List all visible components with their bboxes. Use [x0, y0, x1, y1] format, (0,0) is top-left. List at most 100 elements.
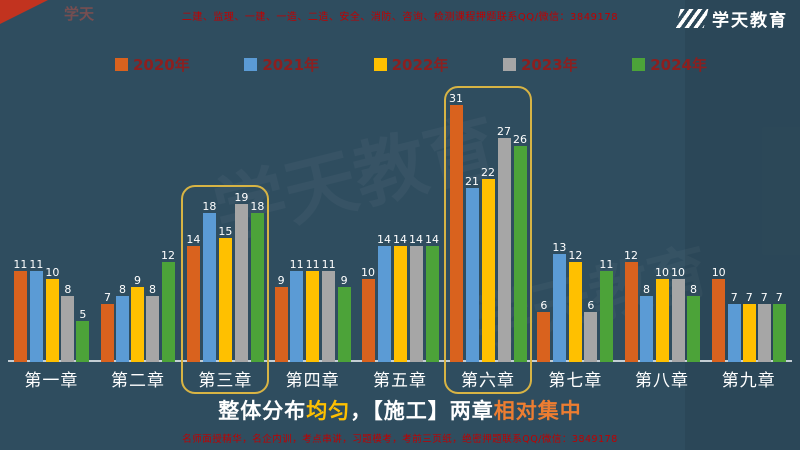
bar [61, 295, 75, 362]
legend-item: 2022年 [373, 54, 449, 75]
legend-swatch [115, 58, 128, 71]
bar [290, 270, 304, 362]
category-label: 第三章 [198, 370, 253, 391]
category-label: 第二章 [111, 370, 165, 391]
category-label: 第八章 [635, 370, 690, 391]
group-box: 12 8 10 10 8 第八章 [619, 243, 705, 394]
bar-wrap: 31 [449, 92, 463, 362]
bar-value-label: 14 [377, 232, 392, 246]
bar [337, 287, 351, 362]
category-label: 第七章 [548, 370, 603, 391]
bar-value-label: 7 [104, 290, 111, 304]
bar [393, 245, 407, 362]
bar-cluster: 9 11 11 11 9 [274, 257, 351, 362]
legend-label: 2020年 [133, 56, 190, 74]
group-box: 11 11 10 8 5 第一章 [8, 252, 94, 394]
bar-value-label: 11 [289, 257, 304, 271]
bar [671, 279, 685, 362]
brand-logo: 学天教育 [675, 6, 788, 31]
chart-groups: 11 11 10 8 5 第一章 7 8 9 8 12 第二章 14 18 15 19 18 第三章 9 11 11 11… [8, 80, 792, 394]
bar-value-label: 8 [64, 282, 72, 296]
bar [584, 312, 598, 362]
bar-value-label: 11 [599, 257, 614, 271]
bar-cluster: 6 13 12 6 11 [537, 241, 613, 362]
bar-value-label: 5 [79, 307, 87, 321]
bar-cluster: 12 8 10 10 8 [624, 249, 701, 362]
bar-cluster: 10 7 7 7 7 [712, 266, 786, 362]
bar-value-label: 21 [465, 174, 480, 188]
bar-wrap: 10 [671, 266, 685, 362]
bar [465, 187, 479, 362]
bar-value-label: 18 [250, 199, 265, 213]
bar [599, 270, 613, 362]
legend-item: 2020年 [115, 54, 190, 75]
bar-wrap: 21 [465, 175, 479, 362]
caption-segment: 整体分布 [218, 399, 307, 423]
bar [234, 204, 248, 362]
bar-wrap: 14 [409, 233, 423, 362]
bar-value-label: 11 [305, 257, 320, 271]
legend-swatch [244, 58, 258, 71]
bar-wrap: 12 [568, 249, 582, 362]
highlight-box: 14 18 15 19 18 第三章 [181, 185, 270, 394]
bar-value-label: 7 [730, 290, 738, 304]
bar [568, 262, 582, 362]
group-box: 7 8 9 8 12 第二章 [96, 243, 180, 394]
bar-wrap: 5 [76, 307, 90, 362]
group-box: 6 13 12 6 11 第七章 [532, 235, 618, 394]
bar-cluster: 10 14 14 14 14 [361, 233, 439, 362]
bar-wrap: 7 [757, 291, 771, 362]
bar-wrap: 11 [306, 258, 320, 362]
bar-wrap: 7 [742, 291, 756, 362]
bar-value-label: 6 [540, 299, 548, 313]
bar [727, 303, 741, 362]
category-label: 第六章 [461, 370, 516, 391]
category-label: 第九章 [721, 370, 776, 391]
legend-swatch [373, 58, 387, 71]
bar [322, 270, 336, 362]
bar [45, 279, 59, 362]
bar-wrap: 19 [234, 191, 248, 362]
legend-label: 2022年 [391, 56, 449, 74]
bar-wrap: 12 [161, 249, 175, 362]
bar-value-label: 12 [624, 249, 639, 263]
bar [513, 146, 527, 362]
bar [772, 303, 786, 362]
bar [101, 303, 114, 362]
bar-value-label: 11 [13, 257, 28, 271]
bar-wrap: 6 [537, 299, 551, 362]
bar-wrap: 10 [712, 266, 726, 362]
bar-wrap: 8 [146, 283, 159, 362]
bar-value-label: 14 [425, 232, 440, 246]
chapter-group: 10 7 7 7 7 第九章 [705, 80, 792, 394]
bar [29, 270, 43, 362]
bar [131, 287, 144, 362]
bar-wrap: 26 [513, 133, 527, 362]
chapter-group: 6 13 12 6 11 第七章 [532, 80, 619, 394]
corner-ribbon-decoration [0, 0, 48, 24]
bar-value-label: 6 [587, 299, 595, 313]
bar-wrap: 12 [624, 249, 638, 362]
chart-legend: 2020年 2021年 2022年 2023年 2024年 [115, 54, 707, 75]
bar [425, 245, 439, 362]
chapter-group: 31 21 22 27 26 第六章 [444, 80, 533, 394]
bar-value-label: 10 [45, 266, 60, 279]
bar-wrap: 7 [101, 291, 114, 362]
bar-value-label: 19 [234, 191, 249, 205]
bar [742, 303, 756, 362]
legend-label: 2021年 [262, 56, 320, 74]
bar-wrap: 14 [377, 233, 391, 362]
bar-cluster: 31 21 22 27 26 [449, 92, 527, 362]
chapter-group: 11 11 10 8 5 第一章 [8, 80, 95, 394]
category-label: 第一章 [24, 370, 79, 391]
bar-wrap: 11 [13, 258, 27, 362]
chapter-group: 10 14 14 14 14 第五章 [356, 80, 444, 394]
bar-value-label: 18 [202, 199, 217, 213]
bar-value-label: 14 [409, 232, 424, 246]
bar-wrap: 8 [640, 283, 654, 362]
brand-logo-icon [675, 9, 709, 28]
category-label: 第四章 [285, 370, 340, 391]
bar-wrap: 9 [131, 274, 144, 362]
bar-wrap: 8 [687, 283, 701, 362]
